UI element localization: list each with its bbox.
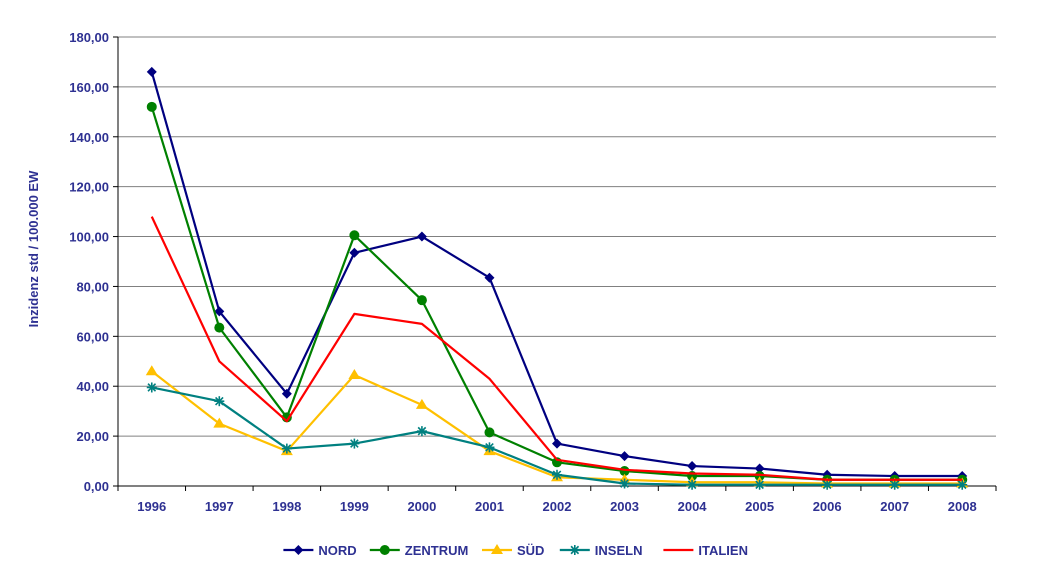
data-point-zentrum xyxy=(146,101,157,112)
series-s-d xyxy=(145,365,969,488)
data-point-nord xyxy=(484,272,495,283)
x-tick-label: 1996 xyxy=(137,499,166,514)
data-point-zentrum xyxy=(416,295,427,306)
legend-label-italien: ITALIEN xyxy=(698,543,748,558)
series-line-nord xyxy=(150,71,963,478)
y-tick-label: 80,00 xyxy=(76,279,109,294)
y-tick-label: 140,00 xyxy=(69,130,109,145)
data-point-inseln xyxy=(552,469,562,480)
y-tick-label: 20,00 xyxy=(76,429,109,444)
data-point-inseln xyxy=(484,442,495,453)
legend-item-nord: NORD xyxy=(283,543,357,558)
data-point-inseln xyxy=(214,396,225,407)
y-tick-label: 120,00 xyxy=(69,180,109,195)
data-point-inseln xyxy=(146,382,157,393)
x-tick-label: 2003 xyxy=(610,499,639,514)
series-layer xyxy=(145,66,969,490)
data-point-inseln xyxy=(889,479,900,490)
x-tick-label: 1998 xyxy=(272,499,301,514)
data-point-inseln xyxy=(687,479,698,490)
x-tick-label: 2000 xyxy=(407,499,436,514)
legend-label-zentrum: ZENTRUM xyxy=(405,543,469,558)
series-line-zentrum xyxy=(150,106,963,481)
legend-label-nord: NORD xyxy=(318,543,356,558)
x-tick-label: 2005 xyxy=(745,499,774,514)
data-point-nord xyxy=(146,66,157,77)
data-point-zentrum xyxy=(349,230,360,241)
data-point-inseln xyxy=(619,478,630,489)
data-point-nord xyxy=(281,388,292,399)
legend-label-s-d: SÜD xyxy=(517,543,544,558)
data-point-inseln xyxy=(349,438,360,449)
legend-item-zentrum: ZENTRUM xyxy=(369,543,469,558)
data-point-nord xyxy=(552,438,562,449)
y-axis-label: Inzidenz std / 100.000 EW xyxy=(26,170,41,327)
x-tick-label: 1999 xyxy=(340,499,369,514)
series-nord xyxy=(146,66,968,482)
series-inseln xyxy=(146,382,968,490)
x-tick-label: 2008 xyxy=(948,499,977,514)
legend-marker-inseln xyxy=(569,545,580,555)
y-tick-label: 100,00 xyxy=(69,230,109,245)
legend-label-inseln: INSELN xyxy=(595,543,643,558)
legend-item-s-d: SÜD xyxy=(482,543,544,558)
data-point-inseln xyxy=(281,443,292,454)
legend-marker-nord xyxy=(293,545,304,555)
y-tick-label: 60,00 xyxy=(76,329,109,344)
grid-layer xyxy=(118,36,996,437)
x-tick-label: 2007 xyxy=(880,499,909,514)
data-point-s-d xyxy=(415,398,428,409)
x-tick-label: 2002 xyxy=(543,499,572,514)
legend-marker-zentrum xyxy=(379,545,390,555)
data-point-nord xyxy=(619,451,630,462)
data-point-s-d xyxy=(145,365,158,376)
data-point-inseln xyxy=(416,426,427,437)
y-tick-label: 0,00 xyxy=(84,479,109,494)
data-point-nord xyxy=(349,247,360,258)
x-tick-label: 2001 xyxy=(475,499,504,514)
series-zentrum xyxy=(146,101,968,485)
legend-item-inseln: INSELN xyxy=(559,543,643,558)
data-point-zentrum xyxy=(484,427,495,438)
y-tick-label: 40,00 xyxy=(76,379,109,394)
data-point-inseln xyxy=(822,479,833,490)
data-point-nord xyxy=(687,461,698,472)
data-point-inseln xyxy=(754,479,765,490)
y-tick-label: 160,00 xyxy=(69,80,109,95)
data-point-zentrum xyxy=(754,471,765,482)
x-tick-label: 1997 xyxy=(205,499,234,514)
data-point-s-d xyxy=(213,417,226,428)
axis-layer: 0,00 20,00 40,00 60,00 80,00 100,00 120,00 140,… xyxy=(69,30,997,514)
data-point-zentrum xyxy=(214,322,225,333)
data-point-s-d xyxy=(348,368,361,379)
data-point-inseln xyxy=(957,479,968,490)
data-point-nord xyxy=(214,306,225,317)
data-point-nord xyxy=(416,231,427,242)
legend: NORD ZENTRUM SÜD INSELN ITALIEN xyxy=(283,543,748,558)
x-tick-label: 2006 xyxy=(813,499,842,514)
data-point-nord xyxy=(754,463,765,474)
x-tick-label: 2004 xyxy=(678,499,708,514)
legend-marker-s-d xyxy=(491,544,503,554)
series-line-italien xyxy=(150,216,963,481)
legend-item-italien: ITALIEN xyxy=(663,543,748,558)
series-italien xyxy=(150,216,963,481)
y-tick-label: 180,00 xyxy=(69,30,109,45)
